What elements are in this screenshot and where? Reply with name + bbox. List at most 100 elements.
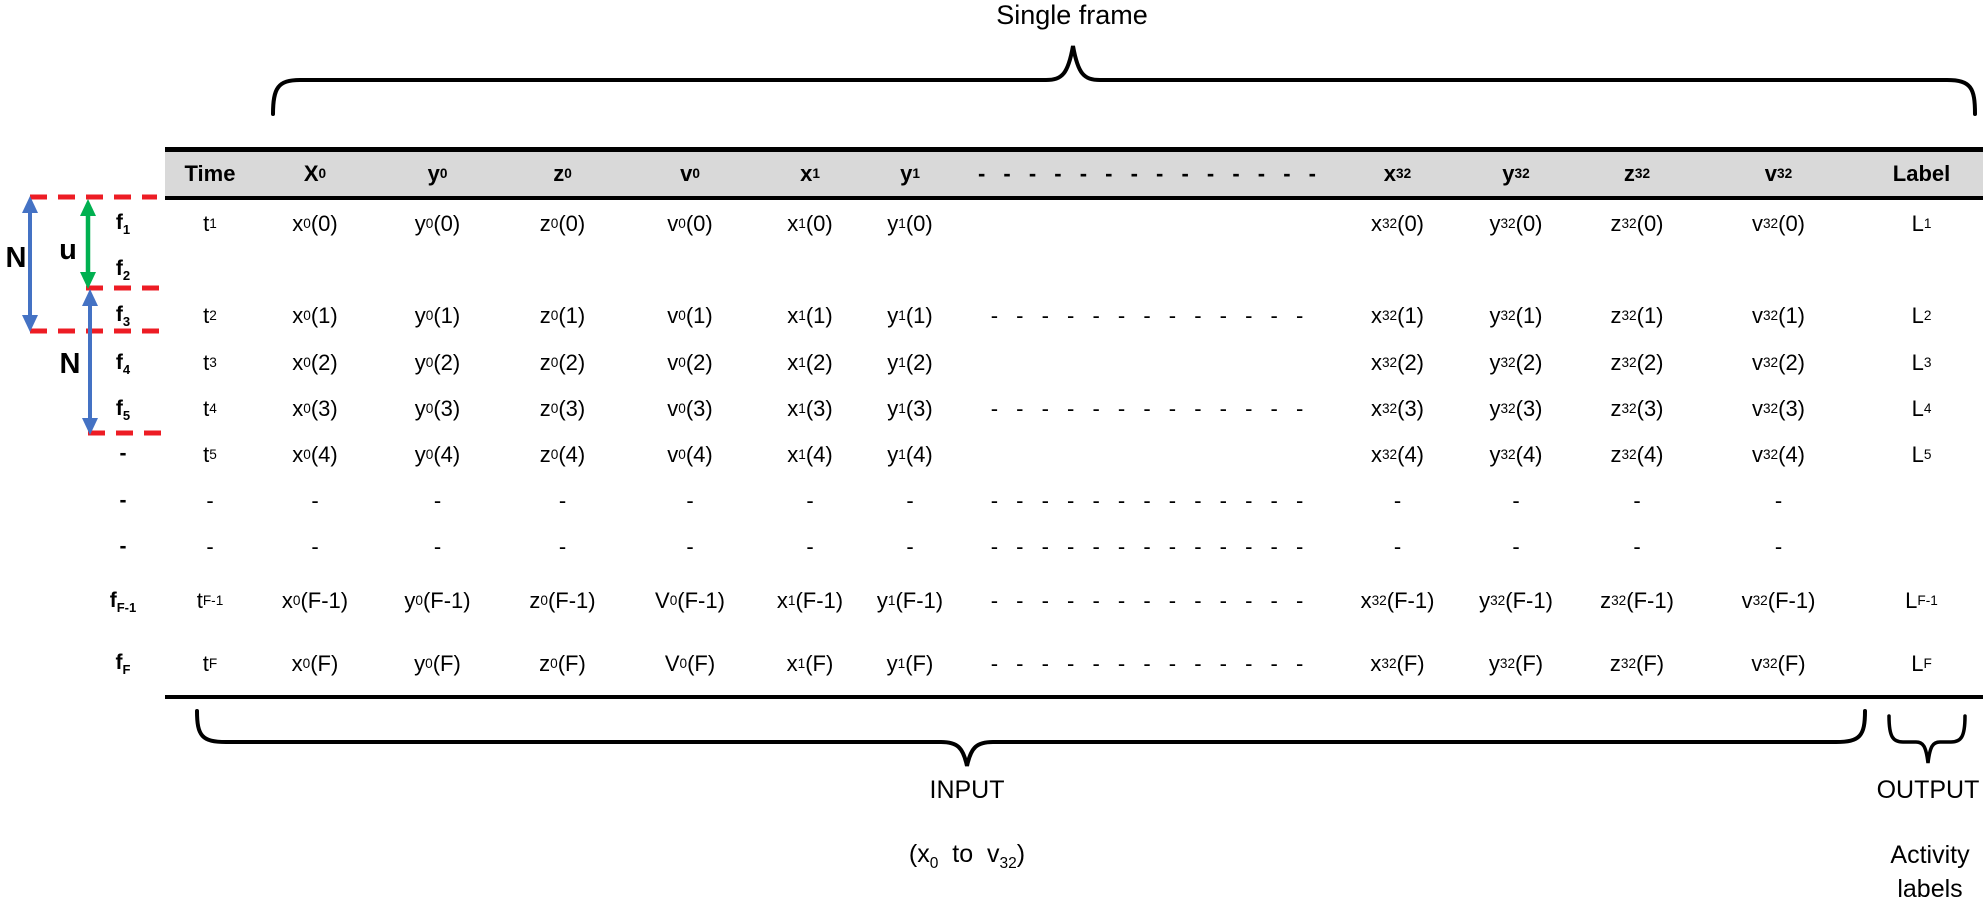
- frame-label: f1: [115, 211, 131, 238]
- table-cell: -: [433, 488, 442, 513]
- table-cell: y 32 (2): [1489, 350, 1543, 375]
- table-cell: z 32 (4): [1610, 441, 1664, 467]
- activity-labels-label: Activity labels: [1890, 841, 1970, 902]
- table-cell: V 0 (F): [664, 650, 716, 676]
- table-cell: z 32 (2): [1610, 350, 1664, 375]
- table-cell: y 32 (F-1): [1479, 588, 1553, 613]
- table-cell: [500, 247, 625, 292]
- frame-label: fF: [115, 651, 131, 678]
- single-frame-label: Single frame: [996, 0, 1148, 30]
- window-n-top-arrow: [22, 196, 38, 332]
- table-cell: [255, 247, 375, 292]
- column-header-0: Time: [184, 161, 236, 186]
- table-cell: -: [433, 534, 442, 559]
- table-cell: z 32 (0): [1610, 210, 1664, 236]
- table-cell: -: [1774, 534, 1783, 559]
- table-cell: -: [906, 534, 914, 559]
- table-cell: [955, 247, 1340, 292]
- table-cell: -: [1633, 488, 1641, 513]
- table-cell: [755, 247, 865, 292]
- table-cell: -: [206, 488, 214, 513]
- frame-label: f3: [115, 303, 131, 330]
- table-cell: x 32 (F): [1370, 650, 1425, 676]
- table-cell: V 0 (F-1): [655, 588, 725, 613]
- table-cell: x 32 (1): [1370, 302, 1425, 328]
- table-cell: z 32 (3): [1610, 396, 1664, 421]
- frame-label: f4: [115, 351, 131, 378]
- stride-u-label: u: [59, 234, 77, 266]
- column-header-11: v 32: [1764, 161, 1793, 186]
- table-cell: x 32 (F-1): [1360, 588, 1435, 613]
- table-cell: v 32 (0): [1751, 210, 1806, 236]
- window-size-n-top-label: N: [5, 242, 27, 274]
- frame-label: fF-1: [109, 589, 137, 616]
- column-header-8: x 32: [1383, 161, 1412, 186]
- window-size-n-bottom-label: N: [59, 348, 81, 380]
- table-cell: x 32 (0): [1370, 210, 1425, 236]
- table-cell: v 32 (F-1): [1741, 588, 1816, 613]
- table-cell: -: [311, 488, 319, 513]
- table-cell: -: [206, 534, 214, 559]
- table-cell: [955, 200, 1340, 247]
- frame-label: -: [119, 489, 127, 512]
- table-cell: -: [686, 488, 694, 513]
- table-cell: [955, 339, 1340, 387]
- table-cell: z 32 (F): [1609, 650, 1665, 676]
- table-cell: [165, 247, 255, 292]
- table-cell: -: [1512, 488, 1520, 513]
- table-cell: [1860, 478, 1983, 524]
- output-brace: [1887, 714, 1967, 764]
- column-header-7: - - - - - - - - - - - - - -: [977, 161, 1318, 186]
- column-header-12: Label: [1892, 161, 1951, 186]
- table-cell: L F-1: [1905, 588, 1938, 613]
- table-cell: -: [558, 488, 567, 513]
- input-brace: [195, 709, 1867, 767]
- table-cell: -: [686, 534, 694, 559]
- table-cell: - - - - - - - - - - - - -: [990, 534, 1305, 559]
- table-cell: [1860, 524, 1983, 570]
- table-cell: v 32 (4): [1751, 441, 1806, 467]
- table-cell: [375, 247, 500, 292]
- table-cell: y 32 (4): [1489, 441, 1543, 467]
- window-n-bottom-arrow: [82, 289, 98, 435]
- table-cell: -: [806, 534, 814, 559]
- output-label: OUTPUT: [1876, 776, 1980, 804]
- table-cell: -: [1393, 534, 1402, 559]
- table-cell: [1340, 247, 1455, 292]
- table-cell: -: [906, 488, 914, 513]
